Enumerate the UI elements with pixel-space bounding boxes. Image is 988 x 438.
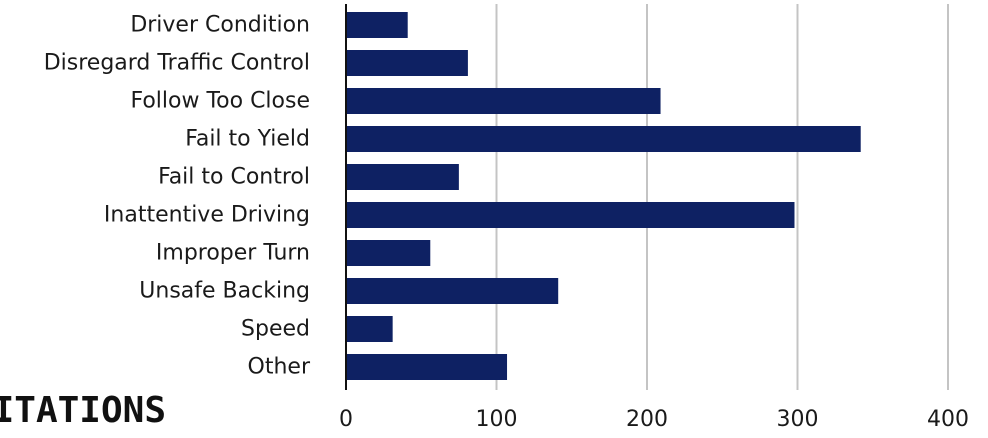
bar-unsafe-backing [346,278,559,304]
bar-speed [346,316,393,342]
category-label: Inattentive Driving [104,203,310,228]
x-tick-label: 200 [626,407,668,432]
category-labels: Driver Condition Disregard Traffic Contro… [44,13,311,380]
section-title-text: CITATIONS [0,390,166,431]
category-label: Disregard Traffic Control [44,51,310,76]
bar-driver-condition [346,12,408,38]
category-label: Follow Too Close [130,89,310,114]
bar-fail-to-yield [346,126,861,152]
section-title: CITATIONS [0,389,200,434]
x-tick-label: 300 [777,407,819,432]
category-label: Fail to Control [158,165,310,190]
category-label: Speed [241,317,310,342]
category-label: Driver Condition [130,13,310,38]
x-tick-label: 100 [476,407,518,432]
category-label: Improper Turn [156,241,310,266]
bar-disregard-traffic-control [346,50,468,76]
category-label: Unsafe Backing [139,279,310,304]
bar-fail-to-control [346,164,459,190]
bar-follow-too-close [346,88,661,114]
category-label: Fail to Yield [185,127,310,152]
category-label: Other [248,355,311,380]
bars [346,12,861,380]
x-tick-labels: 0 100 200 300 400 [339,407,969,432]
bar-other [346,354,508,380]
x-tick-label: 0 [339,407,353,432]
bar-inattentive-driving [346,202,795,228]
gridlines [495,4,949,390]
bar-improper-turn [346,240,431,266]
x-tick-label: 400 [927,407,969,432]
